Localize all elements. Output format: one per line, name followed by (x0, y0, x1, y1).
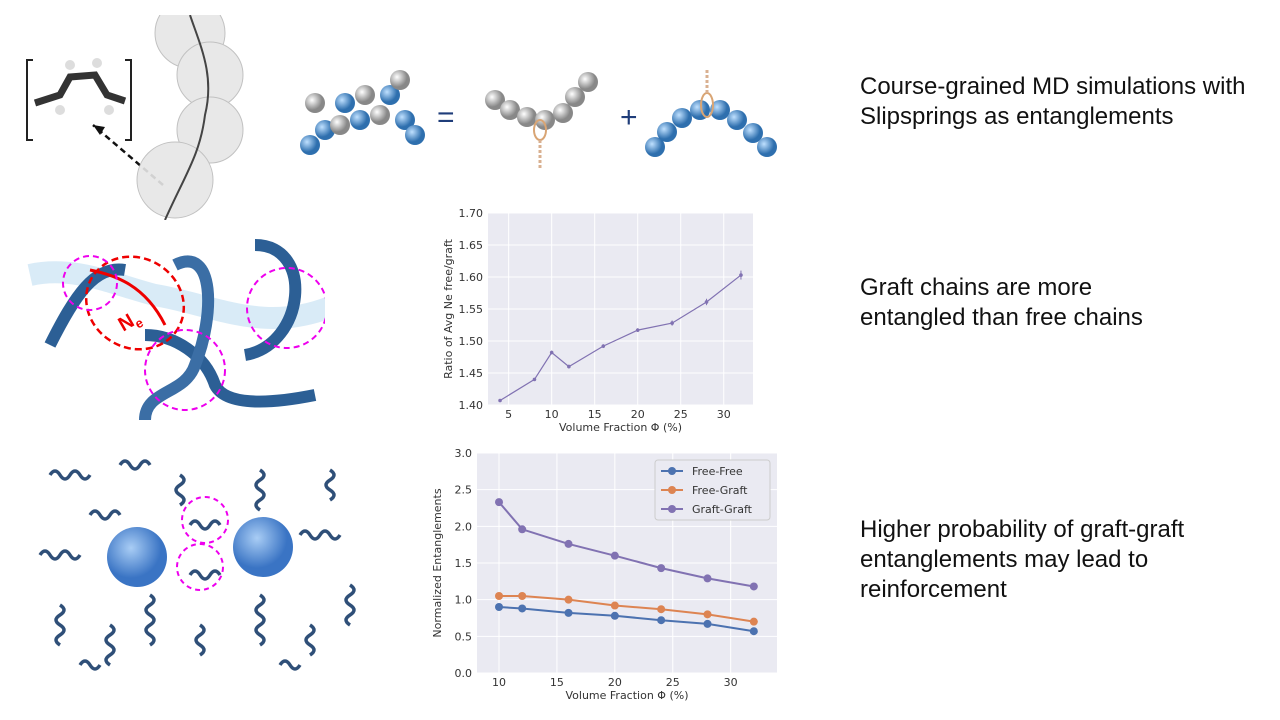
data-point (749, 617, 758, 626)
slipspring-equation-diagram: = + (300, 68, 777, 168)
data-point (610, 551, 619, 560)
bullet-coarse-grained: Course-grained MD simulations with Slips… (860, 73, 1246, 130)
polymer-chains (38, 459, 356, 671)
x-tick-label: 25 (674, 408, 688, 421)
nanoparticle-left (107, 527, 167, 587)
data-point (749, 627, 758, 636)
data-point (495, 498, 504, 507)
y-tick-label: 1.50 (459, 335, 484, 348)
data-point (704, 300, 709, 304)
blue-chain (645, 68, 777, 157)
data-point (495, 603, 504, 611)
gray-chain (485, 72, 598, 168)
y-tick-label: 1.45 (459, 367, 484, 380)
data-point (549, 350, 554, 355)
y-axis-label: Ratio of Avg Ne free/graft (442, 238, 455, 379)
x-tick-label: 10 (492, 676, 506, 689)
y-axis-label: Normalized Entanglements (431, 488, 444, 637)
y-tick-label: 1.5 (455, 557, 473, 570)
equals-sign: = (437, 101, 455, 134)
plus-sign: + (620, 101, 638, 134)
data-point (564, 539, 573, 548)
x-axis-label: Volume Fraction Φ (%) (565, 689, 688, 702)
butadiene-molecule-icon (33, 58, 127, 115)
combined-chains (300, 70, 425, 155)
data-point (610, 611, 619, 620)
data-point (739, 273, 743, 277)
y-tick-label: 0.5 (455, 630, 473, 643)
data-point (657, 564, 666, 573)
x-tick-label: 10 (545, 408, 559, 421)
y-tick-label: 3.0 (455, 447, 473, 460)
y-tick-label: 1.40 (459, 399, 484, 412)
data-point (564, 595, 573, 604)
bullet-graft-graft: Higher probability of graft-graft entang… (860, 516, 1185, 603)
x-tick-label: 25 (666, 676, 680, 689)
data-point (657, 616, 666, 625)
y-tick-label: 1.0 (455, 594, 473, 607)
ratio-ne-chart: 5 10 15 20 25 30 1.40 1.45 1.50 1.55 1.60 1.65 1.70 V… (442, 207, 753, 434)
data-point (532, 377, 537, 382)
entanglement-tube-diagram: Ne (27, 239, 325, 421)
legend-box (654, 459, 771, 521)
bead-chain (136, 15, 244, 219)
bullet-graft-chains: Graft chains are more entangled than fre… (860, 274, 1143, 331)
legend-label: Free-Free (692, 465, 743, 478)
data-point (518, 525, 527, 534)
ne-subscript: e (132, 315, 146, 332)
y-tick-label: 1.55 (459, 303, 484, 316)
y-tick-label: 2.0 (455, 520, 473, 533)
data-point (610, 601, 619, 610)
x-tick-label: 30 (724, 676, 738, 689)
data-point (703, 610, 712, 619)
polymer-brackets (26, 59, 132, 141)
y-tick-label: 1.65 (459, 239, 484, 252)
data-point (601, 344, 606, 348)
data-point (703, 619, 712, 628)
legend-marker (668, 486, 676, 494)
ne-label: Ne (115, 306, 146, 338)
x-tick-label: 15 (588, 408, 602, 421)
nanoparticle-right (233, 517, 293, 577)
coarse-grain-diagram (26, 15, 244, 220)
y-tick-label: 1.70 (459, 207, 484, 220)
y-tick-label: 0.0 (455, 667, 473, 680)
y-tick-label: 2.5 (455, 484, 473, 497)
x-tick-label: 20 (631, 408, 645, 421)
data-point (703, 574, 712, 583)
legend-marker (668, 505, 676, 513)
legend-label: Free-Graft (692, 484, 748, 497)
x-tick-label: 15 (550, 676, 564, 689)
y-tick-label: 1.60 (459, 271, 484, 284)
normalized-entanglements-chart: 10 15 20 25 30 0.0 0.5 1.0 1.5 2.0 2.5 3.0 Volume Fr… (431, 447, 777, 702)
x-tick-label: 5 (505, 408, 512, 421)
data-point (635, 328, 640, 332)
data-point (657, 605, 666, 614)
data-point (670, 321, 674, 325)
data-point (749, 582, 758, 591)
data-point (564, 608, 573, 617)
data-point (498, 398, 502, 403)
legend-marker (668, 467, 676, 475)
x-axis-label: Volume Fraction Φ (%) (559, 421, 682, 434)
data-point (518, 604, 527, 613)
data-point (518, 592, 527, 600)
ne-circle (84, 255, 186, 351)
grafted-nanoparticles-diagram (38, 459, 356, 671)
x-tick-label: 20 (608, 676, 622, 689)
legend-label: Graft-Graft (692, 503, 753, 516)
data-point (495, 592, 504, 600)
data-point (567, 364, 571, 369)
x-tick-label: 30 (717, 408, 731, 421)
